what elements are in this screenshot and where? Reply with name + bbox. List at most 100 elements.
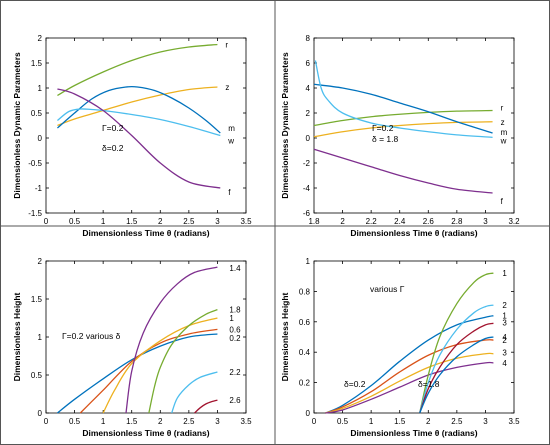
x-axis-title: Dimensionless Time θ (radians) xyxy=(350,428,477,438)
x-tick-label: 2.6 xyxy=(423,217,435,226)
annotation-0: Γ=0.2 xyxy=(102,123,124,133)
x-tick-label: 3 xyxy=(215,417,220,426)
series-label-4: f xyxy=(228,188,231,197)
plot-frame xyxy=(313,260,515,414)
y-axis-title: Dimensionless Dynamic Parameters xyxy=(12,52,22,199)
x-tick-label: 3 xyxy=(483,217,488,226)
y-tick-label: -1.5 xyxy=(28,209,42,218)
series-label-3: 4 xyxy=(502,359,507,368)
x-tick-label: 0 xyxy=(44,417,49,426)
plot-frame xyxy=(45,37,247,214)
x-tick-label: 2.8 xyxy=(451,217,463,226)
annotation-1: δ = 1.8 xyxy=(372,134,399,144)
series-label-5: 2 xyxy=(502,301,507,310)
x-axis-title: Dimensionless Time θ (radians) xyxy=(82,428,209,438)
y-tick-label: 8 xyxy=(306,34,311,43)
series-label-2: 3 xyxy=(502,349,507,358)
x-tick-label: 2 xyxy=(158,417,163,426)
series-line-1 xyxy=(79,328,218,414)
y-tick-label: 1 xyxy=(38,84,43,93)
series-label-4: 1.8 xyxy=(229,306,241,315)
series-label-6: 3 xyxy=(502,318,507,327)
y-tick-label: 0.5 xyxy=(31,109,43,118)
series-line-3 xyxy=(325,361,494,414)
y-tick-label: 2 xyxy=(306,109,311,118)
x-tick-label: 3.5 xyxy=(508,417,520,426)
series-label-4: 1 xyxy=(502,269,507,278)
y-tick-label: 0 xyxy=(306,409,311,418)
chart-panel-1: 0 0.5 1 1.5 2 2.5 3 3.5 -1.5 -1 -0.5 0 0.5 1 1.5 2 Dimen… xyxy=(12,34,252,238)
series-label-2: m xyxy=(501,128,508,137)
y-tick-label: 0 xyxy=(38,134,43,143)
series-line-6 xyxy=(419,322,494,414)
x-tick-label: 3 xyxy=(215,217,220,226)
y-tick-label: 0 xyxy=(306,134,311,143)
series-line-5 xyxy=(419,304,494,414)
annotation-1: δ=0.2 xyxy=(344,379,366,389)
y-tick-label: 1 xyxy=(38,333,43,342)
series-line-0 xyxy=(313,109,493,127)
y-tick-label: 2 xyxy=(38,257,43,266)
y-tick-label: -0.5 xyxy=(28,159,42,168)
series-line-0 xyxy=(57,43,218,97)
series-line-0 xyxy=(57,333,218,414)
series-label-2: 1 xyxy=(229,314,234,323)
x-tick-label: 1.8 xyxy=(308,217,320,226)
x-tick-label: 2.2 xyxy=(366,217,378,226)
series-label-5: 2.2 xyxy=(229,368,241,377)
chart-panel-2: 1.8 2 2.2 2.4 2.6 2.8 3 3.2 -6 -4 -2 0 2 4 6 8 Dimension… xyxy=(280,34,520,238)
x-tick-label: 0 xyxy=(44,217,49,226)
chart-panel-4: 0 0.5 1 1.5 2 2.5 3 3.5 0 0.2 0.4 0.6 0.8 1 Dimensionl… xyxy=(280,257,520,438)
x-tick-label: 0.5 xyxy=(337,417,349,426)
x-tick-label: 3.5 xyxy=(240,417,252,426)
annotation-1: δ=0.2 xyxy=(102,143,124,153)
series-line-2 xyxy=(102,317,218,414)
y-tick-label: 0.4 xyxy=(299,348,311,357)
series-label-1: 0.6 xyxy=(229,325,241,334)
x-tick-label: 1.5 xyxy=(126,217,138,226)
series-label-3: w xyxy=(227,137,234,146)
annotation-0: various Γ xyxy=(370,284,405,294)
x-tick-label: 1.5 xyxy=(126,417,138,426)
x-tick-label: 2.5 xyxy=(183,217,195,226)
annotation-0: Γ=0.2 xyxy=(372,123,394,133)
y-tick-label: 4 xyxy=(306,84,311,93)
series-label-6: 2.6 xyxy=(229,396,241,405)
series-label-4: f xyxy=(501,197,504,206)
series-line-1 xyxy=(57,86,218,127)
series-label-7: 4 xyxy=(502,333,507,342)
y-tick-label: 1 xyxy=(306,257,311,266)
annotation-0: Γ=0.2 various δ xyxy=(62,331,121,341)
x-tick-label: 0.5 xyxy=(69,417,81,426)
x-tick-label: 1 xyxy=(369,417,374,426)
x-tick-label: 2 xyxy=(340,217,345,226)
x-tick-label: 2 xyxy=(158,217,163,226)
series-line-3 xyxy=(314,60,493,139)
y-tick-label: 0.8 xyxy=(299,287,311,296)
series-label-3: 1.4 xyxy=(229,264,241,273)
x-axis-title: Dimensionless Time θ (radians) xyxy=(82,228,209,238)
series-line-4 xyxy=(148,309,218,414)
series-line-4 xyxy=(313,148,493,194)
series-label-1: z xyxy=(501,118,505,127)
x-tick-label: 3 xyxy=(483,417,488,426)
series-line-2 xyxy=(313,83,493,134)
x-tick-label: 1 xyxy=(101,217,106,226)
x-tick-label: 2.5 xyxy=(451,417,463,426)
series-line-3 xyxy=(125,266,218,414)
y-axis-title: Dimensionless Dynamic Parameters xyxy=(280,52,290,199)
x-tick-label: 0.5 xyxy=(69,217,81,226)
series-line-4 xyxy=(419,272,494,414)
annotation-2: δ=1.8 xyxy=(418,379,440,389)
series-line-4 xyxy=(57,88,221,189)
y-tick-label: -1 xyxy=(35,184,43,193)
y-axis-title: Dimensionless Height xyxy=(12,292,22,381)
series-line-1 xyxy=(325,339,494,414)
y-tick-label: -2 xyxy=(303,159,311,168)
series-line-0 xyxy=(325,315,494,414)
y-tick-label: -4 xyxy=(303,184,311,193)
x-axis-title: Dimensionless Time θ (radians) xyxy=(350,228,477,238)
chart-panel-3: 0 0.5 1 1.5 2 2.5 3 3.5 0 0.5 1 1.5 2 Dimensionless T… xyxy=(12,257,252,438)
x-tick-label: 2.4 xyxy=(394,217,406,226)
